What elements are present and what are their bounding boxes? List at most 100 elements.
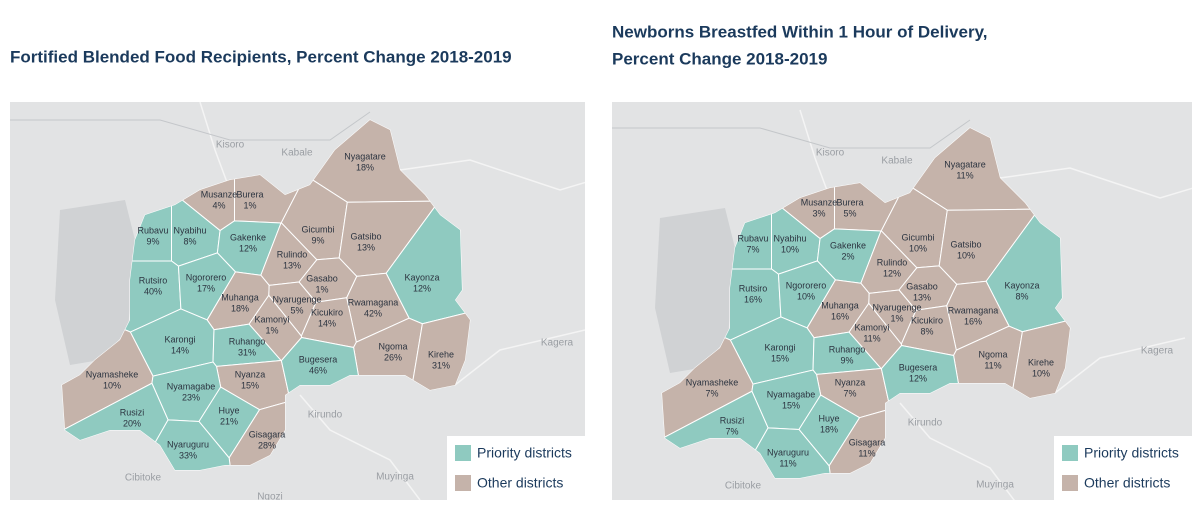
road xyxy=(799,109,829,194)
district-name: Gakenke xyxy=(230,232,266,242)
district-value: 11% xyxy=(863,333,880,343)
district-name: Rusizi xyxy=(720,415,745,425)
district-name: Huye xyxy=(818,413,839,423)
district-name: Kicukiro xyxy=(311,307,343,317)
district-name: Kirehe xyxy=(1028,357,1054,367)
district-name: Karongi xyxy=(164,334,195,344)
basemap-label: Kabale xyxy=(881,156,913,167)
district-value: 13% xyxy=(357,242,375,252)
border xyxy=(10,111,371,141)
district-value: 10% xyxy=(957,250,975,260)
district-value: 23% xyxy=(182,392,200,402)
district-name: Nyanza xyxy=(235,369,266,379)
basemap-label: Cibitoke xyxy=(725,481,762,492)
district-value: 8% xyxy=(920,326,933,336)
district-name: Nyabihu xyxy=(173,225,206,235)
district-value: 10% xyxy=(781,244,799,254)
district-value: 13% xyxy=(913,292,931,302)
district-name: Nyagatare xyxy=(944,159,986,169)
district-value: 12% xyxy=(909,373,927,383)
district-value: 12% xyxy=(239,243,257,253)
legend-label: Other districts xyxy=(1084,475,1170,491)
district-name: Gicumbi xyxy=(901,232,934,242)
district-value: 12% xyxy=(413,283,431,293)
district-name: Ngoma xyxy=(378,341,407,351)
district-name: Nyagatare xyxy=(344,151,386,161)
district-value: 3% xyxy=(812,208,825,218)
legend-swatch xyxy=(455,445,471,461)
district-value: 26% xyxy=(384,352,402,362)
district-name: Nyarugenge xyxy=(272,294,321,304)
district-value: 10% xyxy=(797,291,815,301)
map-title: Newborns Breastfed Within 1 Hour of Deli… xyxy=(612,22,988,41)
district-value: 16% xyxy=(964,316,982,326)
district-value: 42% xyxy=(364,308,382,318)
district-value: 31% xyxy=(238,347,256,357)
district-name: Kayonza xyxy=(404,272,439,282)
district-value: 9% xyxy=(311,235,324,245)
district-value: 7% xyxy=(705,388,718,398)
district-value: 2% xyxy=(841,251,854,261)
district-name: Kamonyi xyxy=(254,314,289,324)
district-name: Rutsiro xyxy=(139,275,168,285)
district-value: 10% xyxy=(909,243,927,253)
district-name: Karongi xyxy=(764,342,795,352)
district-name: Kamonyi xyxy=(854,322,889,332)
district-name: Nyabihu xyxy=(773,233,806,243)
district-value: 18% xyxy=(231,303,249,313)
district-value: 13% xyxy=(283,260,301,270)
district-name: Burera xyxy=(836,197,863,207)
legend-label: Other districts xyxy=(477,475,563,491)
district-name: Nyarugenge xyxy=(872,302,921,312)
district-name: Rulindo xyxy=(277,249,308,259)
district-value: 1% xyxy=(890,313,903,323)
district-value: 8% xyxy=(1015,291,1028,301)
road xyxy=(399,159,585,191)
legend-swatch xyxy=(1062,445,1078,461)
district-name: Nyamasheke xyxy=(686,377,739,387)
district-value: 40% xyxy=(144,286,162,296)
district-name: Nyamagabe xyxy=(167,381,216,391)
district-value: 8% xyxy=(183,236,196,246)
district-value: 28% xyxy=(258,440,276,450)
legend-swatch xyxy=(1062,475,1078,491)
district-name: Nyamasheke xyxy=(86,369,139,379)
district-value: 1% xyxy=(265,325,278,335)
district-value: 17% xyxy=(197,283,215,293)
district-name: Gisagara xyxy=(849,437,886,447)
district-name: Gatsibo xyxy=(950,239,981,249)
district-name: Burera xyxy=(236,189,263,199)
basemap-label: Cibitoke xyxy=(125,473,162,484)
district-name: Gakenke xyxy=(830,240,866,250)
district-name: Rutsiro xyxy=(739,283,768,293)
district-name: Nyaruguru xyxy=(167,439,209,449)
lake xyxy=(655,208,735,373)
district-name: Ngororero xyxy=(786,280,827,290)
road xyxy=(999,167,1192,199)
map-panel: Kisoro Kabale Kagera Kirundo Muyinga Ngozi Cib… xyxy=(612,102,1192,500)
district-name: Muhanga xyxy=(221,292,259,302)
district-name: Bugesera xyxy=(899,362,938,372)
district-value: 10% xyxy=(1032,368,1050,378)
district-name: Gatsibo xyxy=(350,231,381,241)
district-name: Nyaruguru xyxy=(767,447,809,457)
district-value: 21% xyxy=(220,416,238,426)
district-value: 14% xyxy=(171,345,189,355)
district-name: Kirehe xyxy=(428,349,454,359)
basemap-label: Muyinga xyxy=(976,480,1014,491)
district-name: Gisagara xyxy=(249,429,286,439)
district-value: 15% xyxy=(241,380,259,390)
district-value: 1% xyxy=(315,284,328,294)
district-name: Rulindo xyxy=(877,257,908,267)
district-value: 15% xyxy=(771,353,789,363)
border xyxy=(612,119,971,149)
map-title: Fortified Blended Food Recipients, Perce… xyxy=(10,47,512,66)
basemap-label: Kirundo xyxy=(308,410,343,421)
road xyxy=(454,329,585,386)
district-name: Gasabo xyxy=(906,281,938,291)
district-name: Rwamagana xyxy=(948,305,999,315)
map-panel: Kisoro Kabale Kagera Kirundo Muyinga Ngozi Cib… xyxy=(10,102,585,500)
road xyxy=(299,394,421,500)
district-name: Rusizi xyxy=(120,407,145,417)
